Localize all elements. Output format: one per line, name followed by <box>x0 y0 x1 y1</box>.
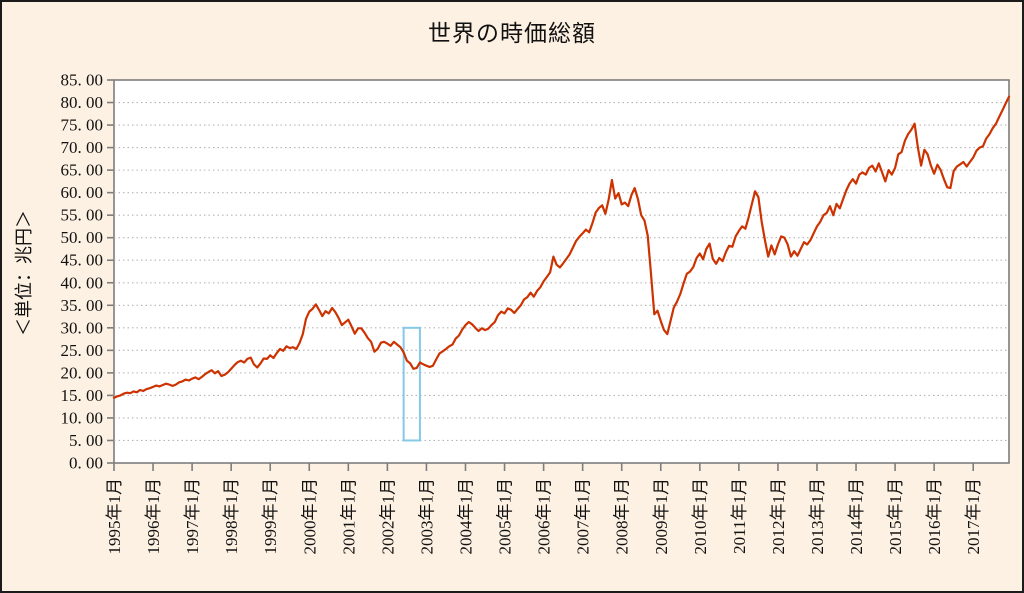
y-tick-label: 55. 00 <box>61 206 104 225</box>
x-tick-label: 2000年1月 <box>300 478 319 555</box>
y-tick-label: 45. 00 <box>61 251 104 270</box>
x-tick-label: 2014年1月 <box>847 478 866 555</box>
highlight-box <box>402 326 421 442</box>
x-tick-label: 2012年1月 <box>769 478 788 555</box>
x-tick-label: 2011年1月 <box>730 478 749 554</box>
x-tick-label: 2001年1月 <box>339 478 358 555</box>
y-tick-label: 60. 00 <box>61 183 104 202</box>
x-tick-label: 2017年1月 <box>964 478 983 555</box>
y-tick-label: 70. 00 <box>61 138 104 157</box>
y-tick-label: 0. 00 <box>69 454 103 473</box>
chart-title: 世界の時価総額 <box>428 21 596 46</box>
y-tick-label: 80. 00 <box>61 93 104 112</box>
x-tick-label: 1997年1月 <box>183 478 202 555</box>
y-tick-label: 5. 00 <box>69 431 103 450</box>
y-tick-label: 10. 00 <box>61 408 104 427</box>
x-tick-label: 1996年1月 <box>144 478 163 555</box>
y-tick-label: 65. 00 <box>61 161 104 180</box>
y-tick-label: 85. 00 <box>61 71 104 90</box>
y-tick-label: 15. 00 <box>61 386 104 405</box>
y-tick-label: 25. 00 <box>61 341 104 360</box>
x-tick-label: 2005年1月 <box>496 478 515 555</box>
y-tick-label: 20. 00 <box>61 363 104 382</box>
x-tick-label: 2015年1月 <box>886 478 905 555</box>
x-tick-label: 1999年1月 <box>261 478 280 555</box>
x-tick-label: 2007年1月 <box>574 478 593 555</box>
x-tick-label: 1995年1月 <box>105 478 124 555</box>
x-tick-label: 2006年1月 <box>535 478 554 555</box>
x-tick-label: 2002年1月 <box>378 478 397 555</box>
y-tick-label: 35. 00 <box>61 296 104 315</box>
x-tick-label: 2008年1月 <box>613 478 632 555</box>
x-tick-label: 1998年1月 <box>222 478 241 555</box>
x-tick-label: 2013年1月 <box>808 478 827 555</box>
series-line <box>112 95 1011 399</box>
x-tick-label: 2003年1月 <box>417 478 436 555</box>
y-tick-label: 75. 00 <box>61 116 104 135</box>
plot-background <box>113 79 1010 464</box>
x-tick-label: 2010年1月 <box>691 478 710 555</box>
y-tick-label: 40. 00 <box>61 273 104 292</box>
x-tick-label: 2016年1月 <box>925 478 944 555</box>
x-tick-label: 2009年1月 <box>652 478 671 555</box>
y-tick-label: 50. 00 <box>61 228 104 247</box>
x-tick-label: 2004年1月 <box>456 478 475 555</box>
y-tick-label: 30. 00 <box>61 318 104 337</box>
